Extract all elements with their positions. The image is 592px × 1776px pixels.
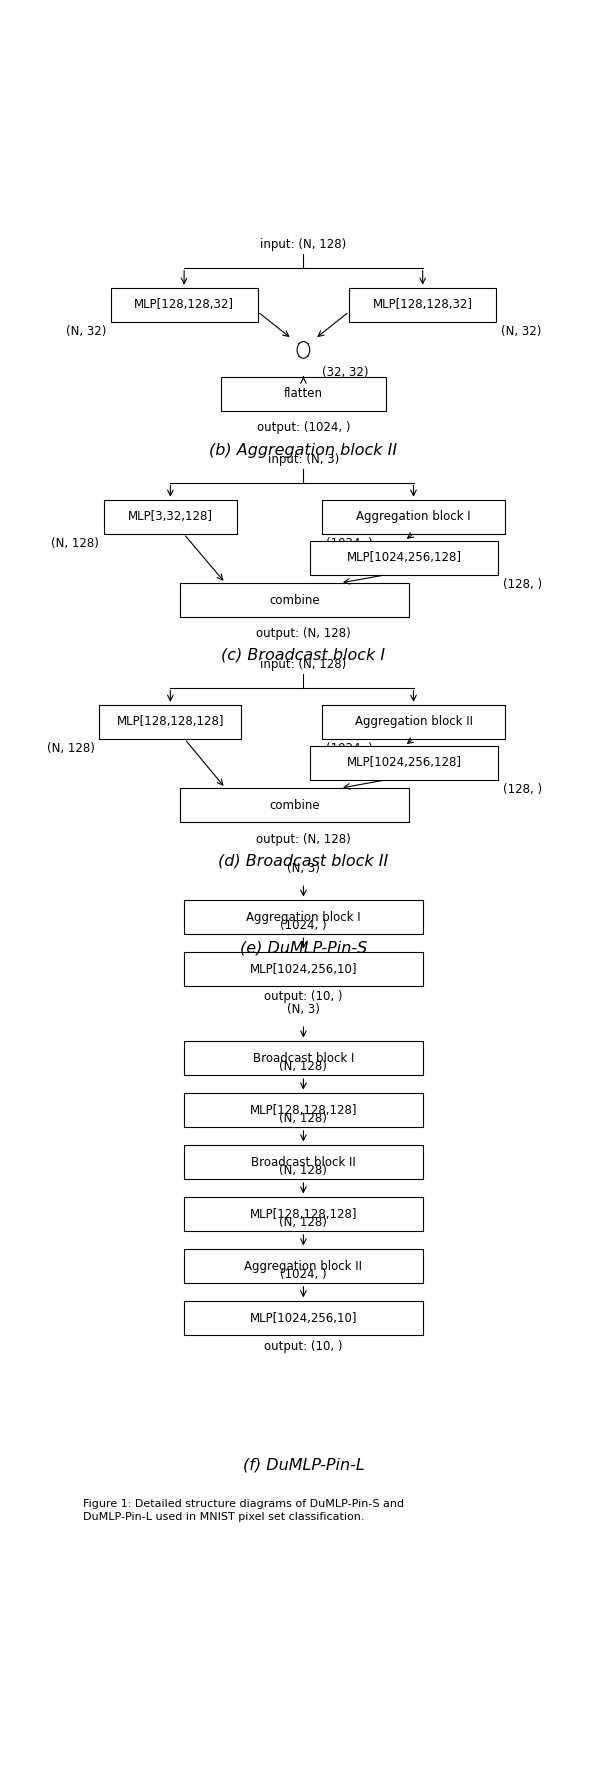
Text: input: (N, 128): input: (N, 128)	[260, 659, 346, 671]
Text: output: (1024, ): output: (1024, )	[257, 421, 350, 433]
Text: (N, 3): (N, 3)	[287, 861, 320, 876]
FancyBboxPatch shape	[184, 1146, 423, 1179]
Text: output: (N, 128): output: (N, 128)	[256, 833, 351, 845]
Text: Aggregation block II: Aggregation block II	[355, 716, 472, 728]
Text: MLP[128,128,32]: MLP[128,128,32]	[373, 298, 472, 311]
Text: (f) DuMLP-Pin-L: (f) DuMLP-Pin-L	[243, 1458, 364, 1472]
Text: (N, 128): (N, 128)	[279, 1060, 327, 1073]
Text: combine: combine	[269, 593, 320, 607]
FancyBboxPatch shape	[310, 746, 498, 780]
FancyBboxPatch shape	[111, 288, 258, 321]
Text: (1024, ): (1024, )	[280, 1268, 327, 1280]
Text: Broadcast block I: Broadcast block I	[253, 1051, 354, 1066]
FancyBboxPatch shape	[179, 789, 409, 822]
Text: (c) Broadcast block I: (c) Broadcast block I	[221, 648, 385, 662]
Text: flatten: flatten	[284, 387, 323, 400]
Text: (N, 32): (N, 32)	[501, 325, 541, 337]
Ellipse shape	[297, 341, 310, 359]
Text: (1024, ): (1024, )	[326, 536, 373, 549]
Text: Figure 1: Detailed structure diagrams of DuMLP-Pin-S and
DuMLP-Pin-L used in MNI: Figure 1: Detailed structure diagrams of…	[83, 1499, 404, 1522]
FancyBboxPatch shape	[184, 1041, 423, 1074]
FancyBboxPatch shape	[104, 499, 237, 535]
FancyBboxPatch shape	[184, 1249, 423, 1284]
FancyBboxPatch shape	[349, 288, 496, 321]
Text: MLP[1024,256,128]: MLP[1024,256,128]	[347, 551, 462, 565]
Text: input: (N, 128): input: (N, 128)	[260, 238, 346, 252]
FancyBboxPatch shape	[184, 1092, 423, 1128]
Text: (N, 32): (N, 32)	[66, 325, 106, 337]
FancyBboxPatch shape	[184, 900, 423, 934]
FancyBboxPatch shape	[310, 540, 498, 575]
FancyBboxPatch shape	[322, 705, 506, 739]
Text: Aggregation block II: Aggregation block II	[244, 1259, 362, 1273]
Text: (1024, ): (1024, )	[280, 920, 327, 932]
Text: (128, ): (128, )	[503, 783, 542, 796]
Text: (N, 128): (N, 128)	[47, 742, 95, 755]
Text: (N, 128): (N, 128)	[279, 1217, 327, 1229]
Text: output: (N, 128): output: (N, 128)	[256, 627, 351, 641]
Text: MLP[1024,256,128]: MLP[1024,256,128]	[347, 757, 462, 769]
Text: (d) Broadcast block II: (d) Broadcast block II	[218, 852, 388, 868]
Text: (128, ): (128, )	[503, 577, 542, 591]
Text: output: (10, ): output: (10, )	[264, 1339, 343, 1353]
Text: MLP[128,128,128]: MLP[128,128,128]	[250, 1208, 357, 1220]
Text: (b) Aggregation block II: (b) Aggregation block II	[210, 442, 397, 458]
Text: MLP[1024,256,10]: MLP[1024,256,10]	[250, 963, 357, 975]
Text: MLP[3,32,128]: MLP[3,32,128]	[128, 510, 213, 524]
FancyBboxPatch shape	[179, 583, 409, 618]
FancyBboxPatch shape	[99, 705, 242, 739]
Text: Broadcast block II: Broadcast block II	[251, 1156, 356, 1169]
Text: Aggregation block I: Aggregation block I	[356, 510, 471, 524]
Text: (N, 128): (N, 128)	[279, 1165, 327, 1177]
Text: (N, 128): (N, 128)	[279, 1112, 327, 1126]
Text: combine: combine	[269, 799, 320, 812]
Text: (e) DuMLP-Pin-S: (e) DuMLP-Pin-S	[240, 941, 367, 955]
Text: MLP[128,128,128]: MLP[128,128,128]	[250, 1103, 357, 1117]
Text: MLP[128,128,128]: MLP[128,128,128]	[117, 716, 224, 728]
FancyBboxPatch shape	[221, 377, 386, 410]
Text: (32, 32): (32, 32)	[322, 366, 368, 380]
FancyBboxPatch shape	[184, 1302, 423, 1336]
Text: input: (N, 3): input: (N, 3)	[268, 453, 339, 465]
Text: MLP[128,128,32]: MLP[128,128,32]	[134, 298, 234, 311]
FancyBboxPatch shape	[184, 952, 423, 986]
Text: (N, 3): (N, 3)	[287, 1003, 320, 1016]
Text: output: (10, ): output: (10, )	[264, 989, 343, 1003]
Text: (N, 128): (N, 128)	[52, 536, 99, 549]
Text: Aggregation block I: Aggregation block I	[246, 911, 361, 924]
FancyBboxPatch shape	[322, 499, 506, 535]
FancyBboxPatch shape	[184, 1197, 423, 1231]
Text: MLP[1024,256,10]: MLP[1024,256,10]	[250, 1312, 357, 1325]
Text: (1024, ): (1024, )	[326, 742, 373, 755]
